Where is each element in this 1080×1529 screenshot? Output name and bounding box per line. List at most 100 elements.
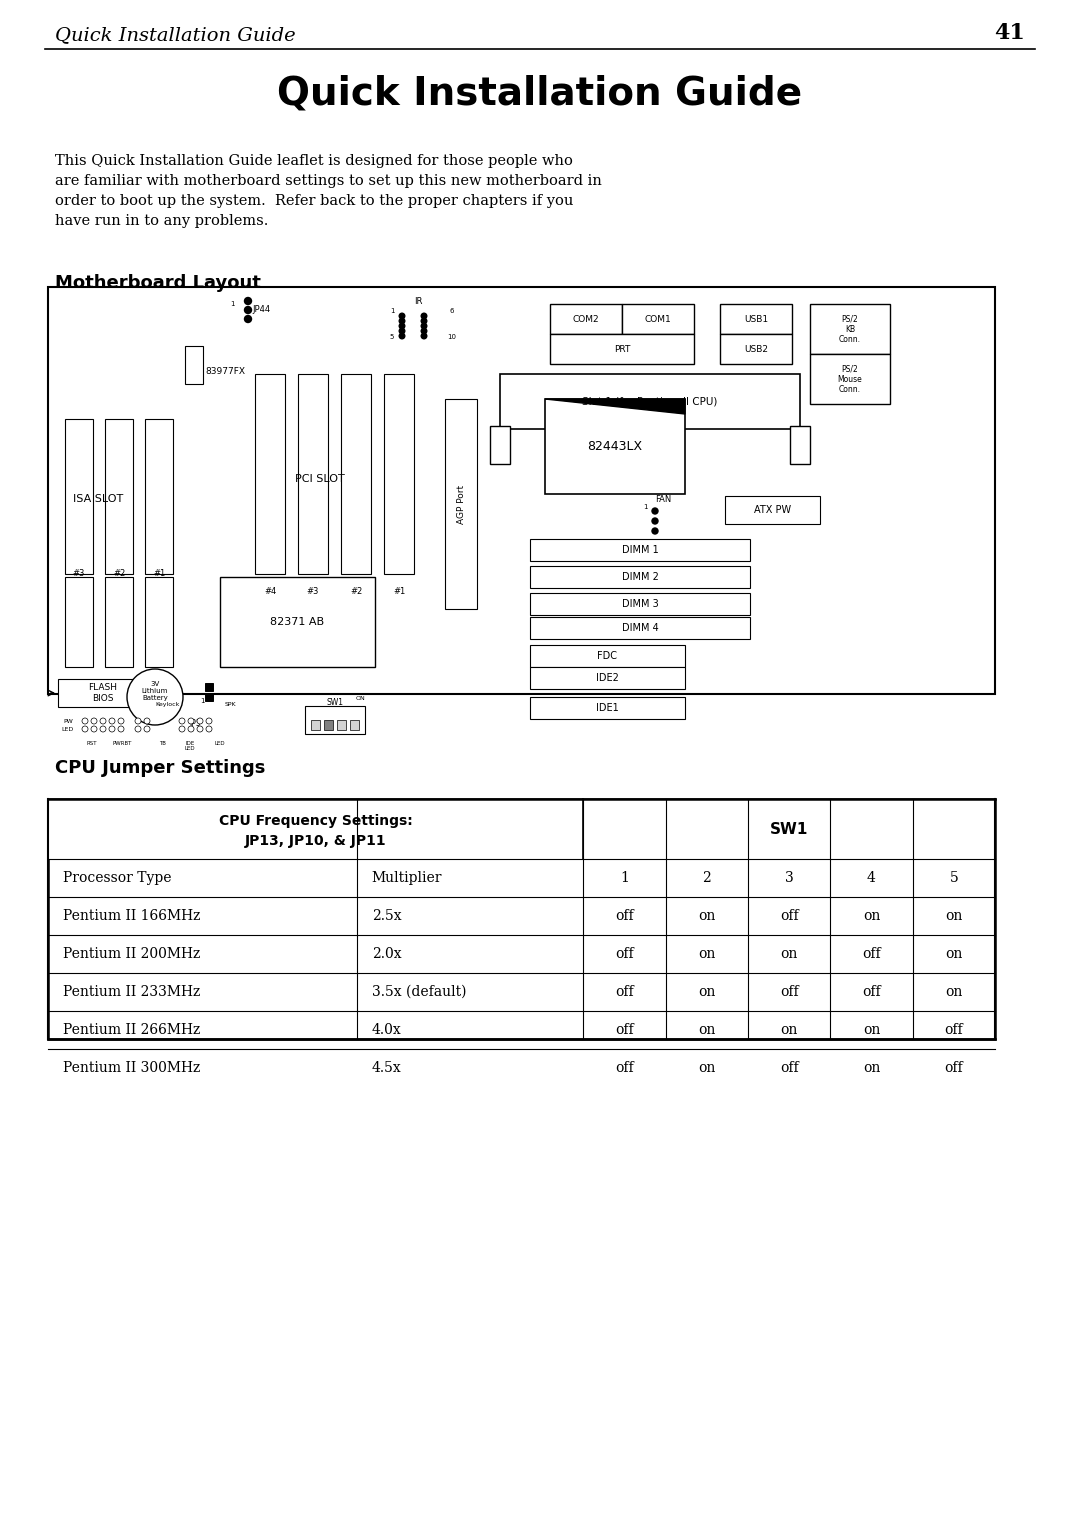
Bar xyxy=(48,800,583,859)
Bar xyxy=(530,566,750,589)
Circle shape xyxy=(400,318,405,324)
Circle shape xyxy=(197,726,203,732)
Text: Pentium II 266MHz: Pentium II 266MHz xyxy=(63,1023,200,1037)
Bar xyxy=(789,427,810,463)
Bar xyxy=(810,304,890,355)
Circle shape xyxy=(652,518,658,524)
Text: Keylock: Keylock xyxy=(156,702,180,706)
Text: Motherboard Layout: Motherboard Layout xyxy=(55,274,261,292)
Text: 6: 6 xyxy=(449,307,455,313)
Bar xyxy=(384,375,414,573)
Text: 4: 4 xyxy=(867,872,876,885)
Bar xyxy=(550,304,622,333)
Bar xyxy=(530,618,750,639)
Circle shape xyxy=(109,726,114,732)
Text: ON: ON xyxy=(355,696,365,700)
Text: IDE2: IDE2 xyxy=(596,673,619,683)
Text: 1: 1 xyxy=(390,307,394,313)
Bar xyxy=(65,576,93,667)
Text: PRT: PRT xyxy=(613,344,631,353)
Bar xyxy=(337,720,346,729)
Text: DIMM 4: DIMM 4 xyxy=(622,622,659,633)
Text: Pentium II 300MHz: Pentium II 300MHz xyxy=(63,1061,200,1075)
Circle shape xyxy=(179,719,185,725)
Text: off: off xyxy=(945,1061,963,1075)
Text: off: off xyxy=(862,985,881,998)
Bar xyxy=(220,576,375,667)
Bar xyxy=(810,355,890,404)
Bar xyxy=(311,720,320,729)
Circle shape xyxy=(400,329,405,333)
Circle shape xyxy=(244,306,252,313)
Circle shape xyxy=(144,719,150,725)
Text: on: on xyxy=(863,1023,880,1037)
Circle shape xyxy=(400,323,405,329)
Text: on: on xyxy=(698,910,715,924)
Text: DIMM 2: DIMM 2 xyxy=(622,572,659,583)
Text: #2: #2 xyxy=(113,569,125,578)
Text: PS/2
Mouse
Conn.: PS/2 Mouse Conn. xyxy=(838,364,862,394)
Bar xyxy=(545,399,685,494)
Circle shape xyxy=(118,719,124,725)
Text: 5: 5 xyxy=(390,333,394,339)
Text: off: off xyxy=(862,946,881,962)
Text: 1: 1 xyxy=(620,872,629,885)
Circle shape xyxy=(135,719,141,725)
Text: on: on xyxy=(698,985,715,998)
Text: #2: #2 xyxy=(350,587,362,596)
Circle shape xyxy=(652,508,658,514)
Circle shape xyxy=(421,333,427,339)
Text: Pentium II 233MHz: Pentium II 233MHz xyxy=(63,985,200,998)
Text: #1: #1 xyxy=(393,587,405,596)
Text: LED: LED xyxy=(215,742,226,746)
Text: RST: RST xyxy=(86,742,97,746)
Circle shape xyxy=(82,726,87,732)
Text: on: on xyxy=(698,1061,715,1075)
Bar xyxy=(550,333,694,364)
Text: TB: TB xyxy=(159,742,165,746)
Text: SW1: SW1 xyxy=(770,821,808,836)
Text: SW1: SW1 xyxy=(326,699,343,706)
Text: JP5: JP5 xyxy=(189,720,201,728)
Circle shape xyxy=(91,719,97,725)
Text: This Quick Installation Guide leaflet is designed for those people who
are famil: This Quick Installation Guide leaflet is… xyxy=(55,154,602,228)
Circle shape xyxy=(82,719,87,725)
Text: ATX PW: ATX PW xyxy=(754,505,791,515)
Text: 82443LX: 82443LX xyxy=(588,440,643,453)
Text: 82371 AB: 82371 AB xyxy=(270,618,325,627)
Bar xyxy=(298,375,328,573)
Text: #1: #1 xyxy=(153,569,165,578)
Circle shape xyxy=(109,719,114,725)
Bar xyxy=(500,375,800,430)
Text: AGP Port: AGP Port xyxy=(457,485,465,523)
Circle shape xyxy=(91,726,97,732)
Circle shape xyxy=(188,719,194,725)
Text: COM1: COM1 xyxy=(645,315,672,324)
Bar xyxy=(530,540,750,561)
Bar xyxy=(105,419,133,573)
Bar xyxy=(720,304,792,333)
Text: off: off xyxy=(780,910,798,924)
Text: Slot 1 (for Pentium II CPU): Slot 1 (for Pentium II CPU) xyxy=(582,396,718,407)
Bar xyxy=(48,800,995,1040)
Text: CPU Jumper Settings: CPU Jumper Settings xyxy=(55,758,266,777)
Text: on: on xyxy=(863,910,880,924)
Text: 2.5x: 2.5x xyxy=(372,910,402,924)
Bar xyxy=(65,419,93,573)
Circle shape xyxy=(127,670,183,725)
Text: 2.0x: 2.0x xyxy=(372,946,402,962)
Text: 3: 3 xyxy=(785,872,794,885)
Text: DIMM 3: DIMM 3 xyxy=(622,599,659,609)
Bar xyxy=(48,287,995,694)
Text: JP44: JP44 xyxy=(252,304,270,313)
Bar xyxy=(725,495,820,524)
Circle shape xyxy=(179,726,185,732)
Bar xyxy=(530,697,685,719)
Text: 10: 10 xyxy=(447,333,457,339)
Bar xyxy=(445,399,477,609)
Text: off: off xyxy=(945,1023,963,1037)
Circle shape xyxy=(244,298,252,304)
Text: Pentium II 166MHz: Pentium II 166MHz xyxy=(63,910,201,924)
Text: on: on xyxy=(863,1061,880,1075)
Text: DIMM 1: DIMM 1 xyxy=(622,544,659,555)
